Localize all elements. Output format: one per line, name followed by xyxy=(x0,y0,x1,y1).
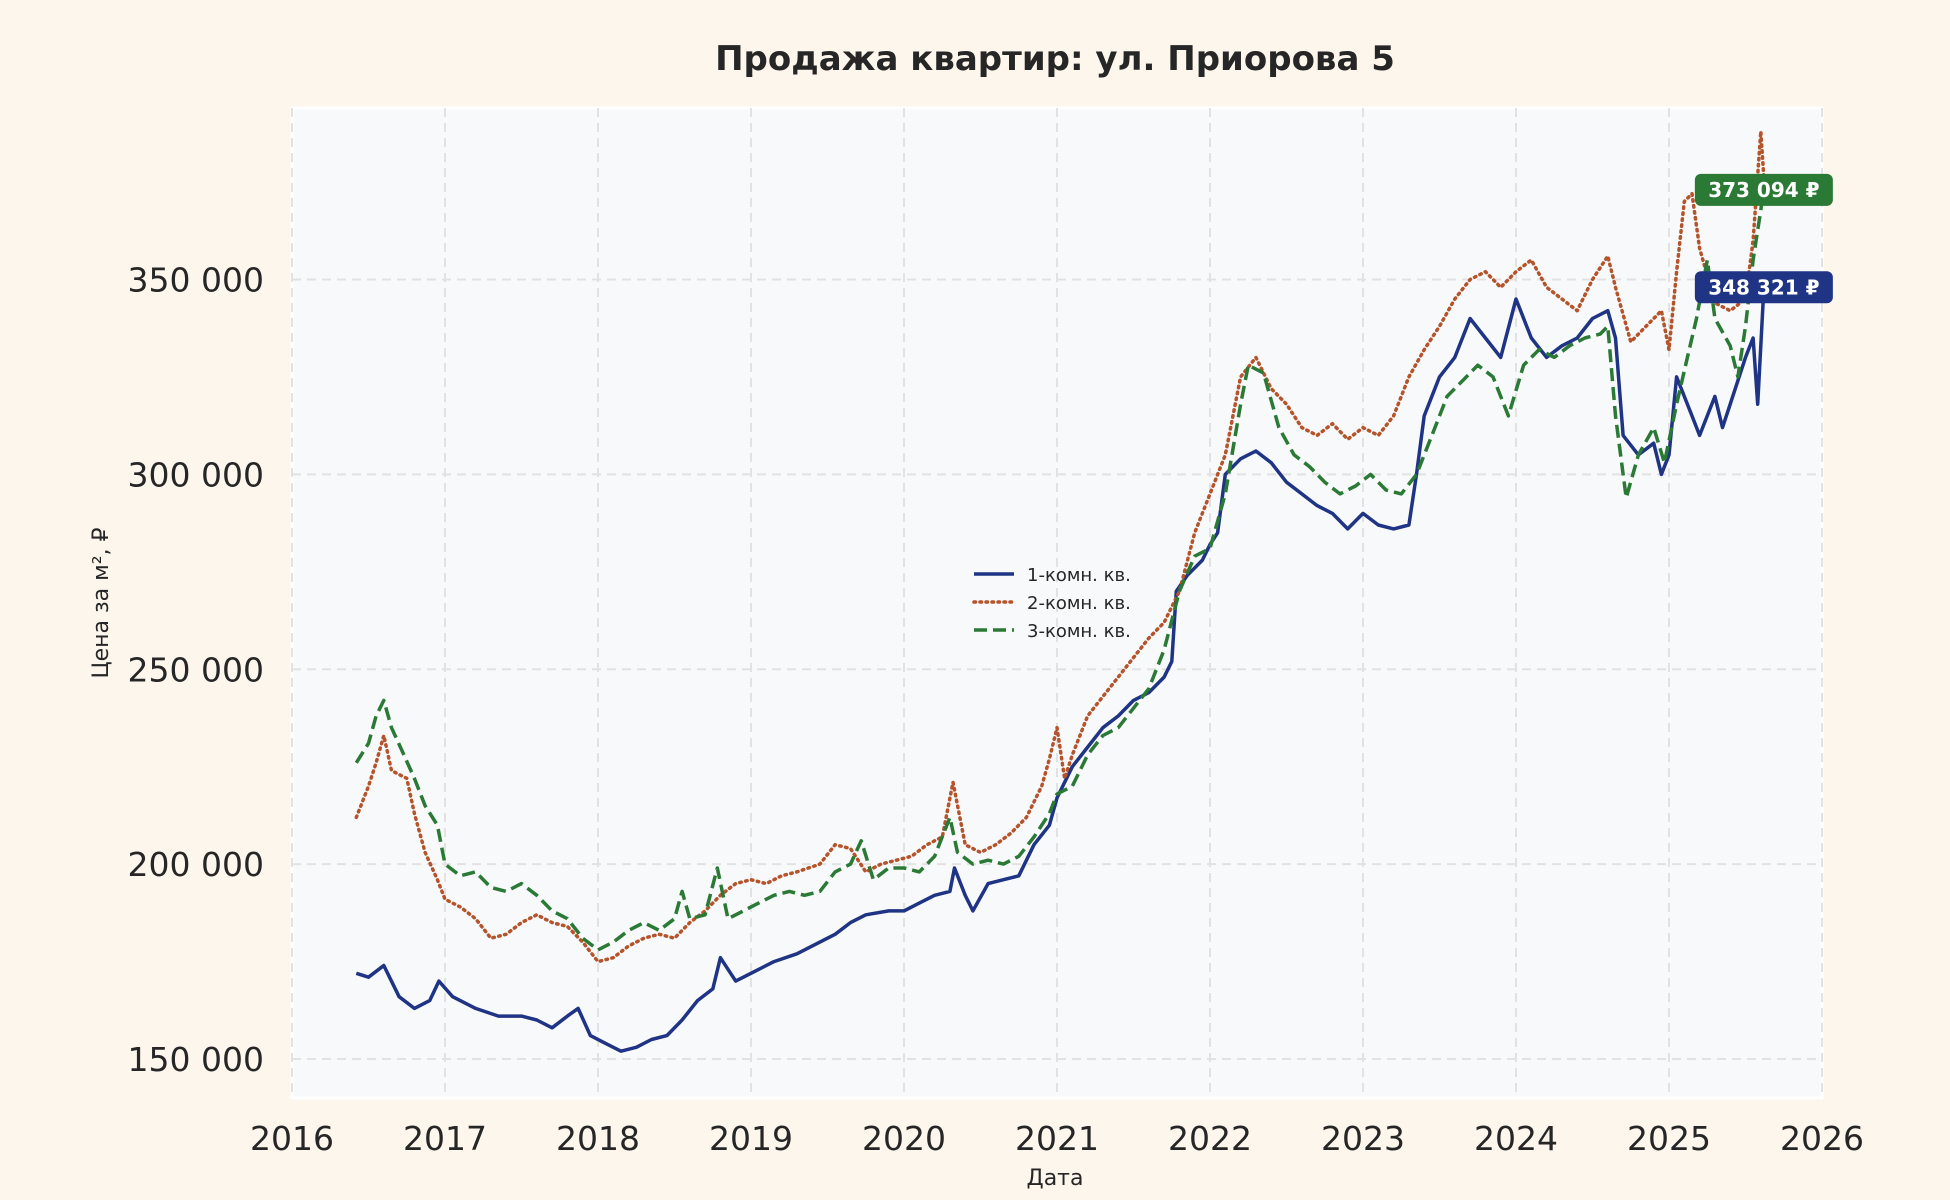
x-tick-label: 2021 xyxy=(1015,1119,1099,1158)
y-axis-label: Цена за м², ₽ xyxy=(89,527,114,678)
x-tick-label: 2023 xyxy=(1321,1119,1405,1158)
last-value-badge-bg xyxy=(1694,271,1833,304)
x-tick-label: 2022 xyxy=(1168,1119,1252,1158)
y-tick-label: 250 000 xyxy=(128,650,264,689)
series-line-2 xyxy=(354,129,1766,964)
y-tick-label: 300 000 xyxy=(128,455,264,494)
x-tick-label: 2025 xyxy=(1627,1119,1711,1158)
x-tick-label: 2020 xyxy=(862,1119,946,1158)
series-lines xyxy=(354,129,1766,1053)
y-tick-label: 150 000 xyxy=(128,1040,264,1079)
x-tick-label: 2018 xyxy=(556,1119,640,1158)
y-tick-label: 350 000 xyxy=(128,260,264,299)
x-tick-label: 2017 xyxy=(403,1119,487,1158)
x-tick-label: 2019 xyxy=(709,1119,793,1158)
chart-title: Продажа квартир: ул. Приорова 5 xyxy=(715,39,1395,79)
legend-entry-2-label: 2-комн. кв. xyxy=(1027,593,1131,614)
x-tick-label: 2016 xyxy=(250,1119,334,1158)
last-value-labels: 348 321 ₽ 373 094 ₽ xyxy=(1694,173,1833,304)
last-value-text: 373 094 ₽ xyxy=(1708,178,1819,202)
last-value-badge-3: 373 094 ₽ xyxy=(1694,173,1833,206)
legend-entry-3-label: 3-комн. кв. xyxy=(1027,621,1131,642)
last-value-badge-bg xyxy=(1694,173,1833,206)
x-tick-label: 2026 xyxy=(1780,1119,1864,1158)
y-tick-label: 200 000 xyxy=(128,845,264,884)
last-value-badge-1: 348 321 ₽ xyxy=(1694,271,1833,304)
series-line-3 xyxy=(354,189,1766,952)
legend-entry-1-label: 1-комн. кв. xyxy=(1027,565,1131,586)
last-value-text: 348 321 ₽ xyxy=(1708,275,1819,299)
x-tick-label: 2024 xyxy=(1474,1119,1558,1158)
legend: 1-комн. кв. 2-комн. кв. 3-комн. кв. xyxy=(972,565,1131,642)
axes: 2016 2017 2018 2019 2020 2021 2022 2023 2024 2025… xyxy=(128,260,1864,1158)
x-axis-label: Дата xyxy=(1027,1166,1084,1191)
